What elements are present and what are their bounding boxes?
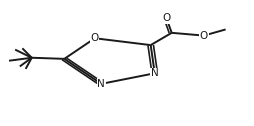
- Text: O: O: [162, 13, 171, 23]
- Text: N: N: [98, 79, 105, 89]
- Text: O: O: [200, 31, 208, 41]
- Text: O: O: [91, 33, 99, 43]
- Text: N: N: [151, 68, 158, 78]
